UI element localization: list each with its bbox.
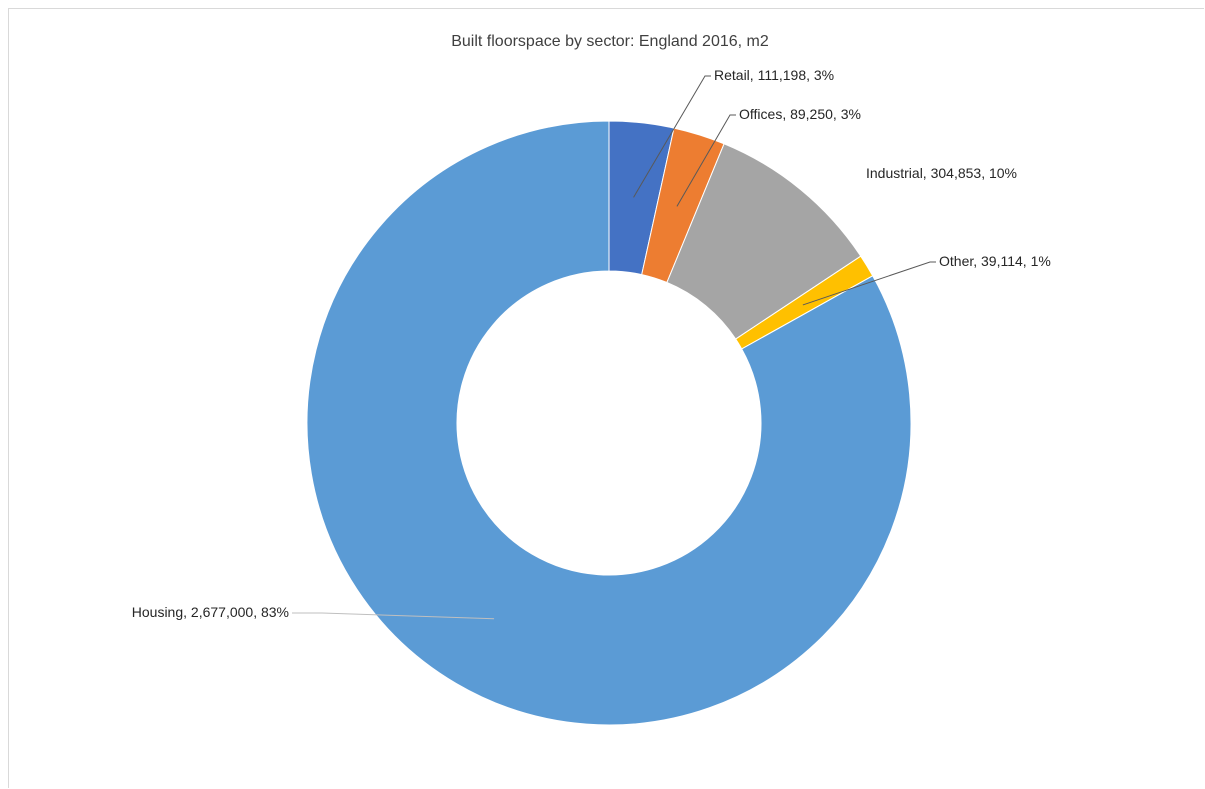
data-label-industrial: Industrial, 304,853, 10% xyxy=(866,165,1017,181)
data-label-housing: Housing, 2,677,000, 83% xyxy=(132,604,289,620)
leader-line-offices xyxy=(676,114,736,207)
donut-slices xyxy=(306,120,912,726)
chart-frame xyxy=(8,8,1204,788)
leader-lines xyxy=(292,75,936,620)
chart-title: Built floorspace by sector: England 2016… xyxy=(451,33,769,50)
leader-line-retail xyxy=(633,75,711,198)
slice-housing xyxy=(306,120,912,726)
data-label-offices: Offices, 89,250, 3% xyxy=(739,106,861,122)
data-label-retail: Retail, 111,198, 3% xyxy=(714,67,834,83)
leader-line-housing xyxy=(292,612,495,620)
data-label-other: Other, 39,114, 1% xyxy=(939,253,1051,269)
leader-line-other xyxy=(802,261,936,306)
